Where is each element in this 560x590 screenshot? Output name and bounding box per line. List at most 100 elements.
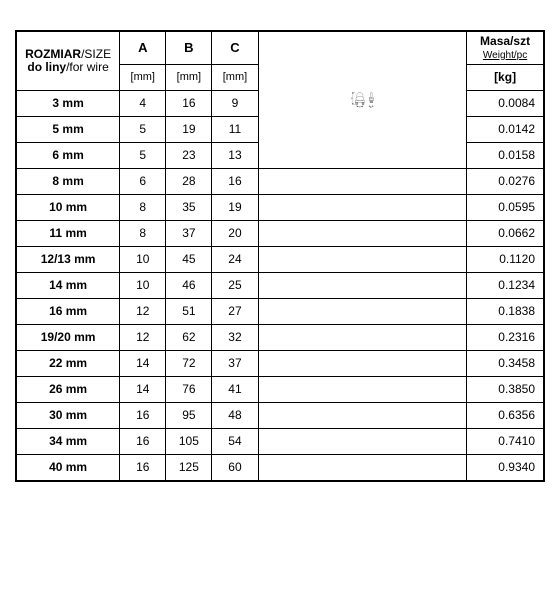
header-kg: [kg]	[467, 65, 544, 91]
cell-size: 6 mm	[17, 143, 120, 169]
header-a: A	[120, 32, 166, 65]
cell-blank	[258, 299, 467, 325]
cell-size: 8 mm	[17, 169, 120, 195]
header-b: B	[166, 32, 212, 65]
cell-a: 8	[120, 195, 166, 221]
cell-b: 105	[166, 429, 212, 455]
cell-blank	[258, 325, 467, 351]
cell-blank	[258, 169, 467, 195]
cell-masa: 0.6356	[467, 403, 544, 429]
table-row: 22 mm 14 72 37 0.3458	[17, 351, 544, 377]
cell-size: 19/20 mm	[17, 325, 120, 351]
header-c: C	[212, 32, 258, 65]
table-row: 16 mm 12 51 27 0.1838	[17, 299, 544, 325]
cell-size: 11 mm	[17, 221, 120, 247]
cell-masa: 0.1838	[467, 299, 544, 325]
cell-b: 16	[166, 91, 212, 117]
cell-blank	[258, 377, 467, 403]
cell-masa: 0.0595	[467, 195, 544, 221]
cell-a: 6	[120, 169, 166, 195]
cell-c: 60	[212, 455, 258, 481]
table-row: 19/20 mm 12 62 32 0.2316	[17, 325, 544, 351]
cell-c: 19	[212, 195, 258, 221]
cell-c: 32	[212, 325, 258, 351]
cell-c: 13	[212, 143, 258, 169]
cell-a: 12	[120, 325, 166, 351]
cell-size: 26 mm	[17, 377, 120, 403]
cell-size: 30 mm	[17, 403, 120, 429]
cell-b: 28	[166, 169, 212, 195]
cell-a: 10	[120, 273, 166, 299]
table-row: 40 mm 16 125 60 0.9340	[17, 455, 544, 481]
table-row: 10 mm 8 35 19 0.0595	[17, 195, 544, 221]
header-masa: Masa/szt Weight/pc	[467, 32, 544, 65]
cell-blank	[258, 195, 467, 221]
cell-a: 8	[120, 221, 166, 247]
cell-c: 37	[212, 351, 258, 377]
cell-masa: 0.0662	[467, 221, 544, 247]
cell-blank	[258, 351, 467, 377]
cell-b: 76	[166, 377, 212, 403]
cell-b: 35	[166, 195, 212, 221]
table-row: 26 mm 14 76 41 0.3850	[17, 377, 544, 403]
cell-size: 34 mm	[17, 429, 120, 455]
cell-masa: 0.0142	[467, 117, 544, 143]
clamp-diagram: B C A	[259, 91, 467, 110]
cell-c: 41	[212, 377, 258, 403]
cell-size: 22 mm	[17, 351, 120, 377]
table-row: 30 mm 16 95 48 0.6356	[17, 403, 544, 429]
cell-c: 20	[212, 221, 258, 247]
cell-b: 72	[166, 351, 212, 377]
table-row: 8 mm 6 28 16 0.0276	[17, 169, 544, 195]
cell-a: 10	[120, 247, 166, 273]
cell-a: 5	[120, 117, 166, 143]
cell-blank	[258, 403, 467, 429]
cell-size: 3 mm	[17, 91, 120, 117]
cell-b: 19	[166, 117, 212, 143]
unit-c: [mm]	[212, 65, 258, 91]
cell-masa: 0.0084	[467, 91, 544, 117]
cell-a: 16	[120, 403, 166, 429]
unit-b: [mm]	[166, 65, 212, 91]
table-row: 11 mm 8 37 20 0.0662	[17, 221, 544, 247]
cell-masa: 0.3850	[467, 377, 544, 403]
cell-b: 62	[166, 325, 212, 351]
cell-c: 48	[212, 403, 258, 429]
cell-a: 16	[120, 455, 166, 481]
unit-a: [mm]	[120, 65, 166, 91]
cell-a: 5	[120, 143, 166, 169]
cell-a: 14	[120, 351, 166, 377]
table-row: 14 mm 10 46 25 0.1234	[17, 273, 544, 299]
cell-c: 25	[212, 273, 258, 299]
cell-c: 54	[212, 429, 258, 455]
cell-masa: 0.9340	[467, 455, 544, 481]
cell-c: 9	[212, 91, 258, 117]
cell-masa: 0.3458	[467, 351, 544, 377]
cell-blank	[258, 429, 467, 455]
cell-b: 95	[166, 403, 212, 429]
header-row-1: ROZMIAR/SIZE do liny/for wire A B C	[17, 32, 544, 65]
cell-masa: 0.0158	[467, 143, 544, 169]
cell-a: 4	[120, 91, 166, 117]
cell-size: 5 mm	[17, 117, 120, 143]
cell-b: 46	[166, 273, 212, 299]
cell-blank	[258, 247, 467, 273]
cell-size: 40 mm	[17, 455, 120, 481]
cell-size: 14 mm	[17, 273, 120, 299]
cell-b: 23	[166, 143, 212, 169]
cell-c: 11	[212, 117, 258, 143]
cell-masa: 0.7410	[467, 429, 544, 455]
table-row: 12/13 mm 10 45 24 0.1120	[17, 247, 544, 273]
cell-c: 27	[212, 299, 258, 325]
cell-b: 125	[166, 455, 212, 481]
cell-blank	[258, 221, 467, 247]
header-size: ROZMIAR/SIZE do liny/for wire	[17, 32, 120, 91]
table-row: 34 mm 16 105 54 0.7410	[17, 429, 544, 455]
svg-text:A: A	[370, 106, 372, 109]
diagram-cell: B C A	[258, 32, 467, 169]
spec-table: ROZMIAR/SIZE do liny/for wire A B C	[16, 31, 544, 481]
cell-c: 16	[212, 169, 258, 195]
cell-masa: 0.1120	[467, 247, 544, 273]
cell-c: 24	[212, 247, 258, 273]
cell-masa: 0.2316	[467, 325, 544, 351]
